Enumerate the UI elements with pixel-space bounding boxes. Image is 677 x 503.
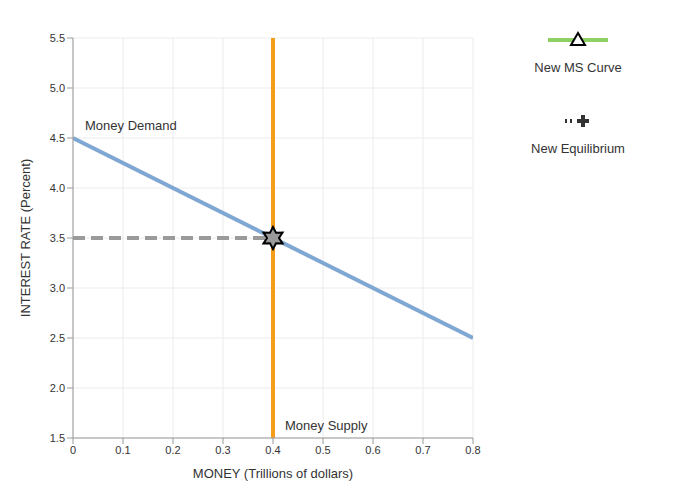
svg-text:2.5: 2.5 <box>50 332 65 344</box>
svg-text:0.3: 0.3 <box>215 444 230 456</box>
svg-text:5.5: 5.5 <box>50 32 65 44</box>
svg-text:3.0: 3.0 <box>50 282 65 294</box>
svg-text:Money Demand: Money Demand <box>85 118 177 133</box>
svg-text:INTEREST RATE (Percent): INTEREST RATE (Percent) <box>18 159 33 317</box>
svg-text:5.0: 5.0 <box>50 82 65 94</box>
svg-text:0.2: 0.2 <box>165 444 180 456</box>
svg-text:0.7: 0.7 <box>415 444 430 456</box>
svg-text:4.0: 4.0 <box>50 182 65 194</box>
svg-text:2.0: 2.0 <box>50 382 65 394</box>
svg-text:3.5: 3.5 <box>50 232 65 244</box>
svg-text:0.4: 0.4 <box>265 444 280 456</box>
svg-text:0.1: 0.1 <box>115 444 130 456</box>
svg-text:0.8: 0.8 <box>465 444 480 456</box>
svg-text:Money Supply: Money Supply <box>285 418 368 433</box>
html-text:New MS Curve: New MS Curve <box>534 60 622 75</box>
html-text:New Equilibrium: New Equilibrium <box>531 141 625 156</box>
svg-text:4.5: 4.5 <box>50 132 65 144</box>
svg-text:0.6: 0.6 <box>365 444 380 456</box>
svg-text:MONEY (Trillions of dollars): MONEY (Trillions of dollars) <box>193 466 353 481</box>
svg-text:0: 0 <box>70 444 76 456</box>
svg-text:0.5: 0.5 <box>315 444 330 456</box>
svg-text:1.5: 1.5 <box>50 432 65 444</box>
